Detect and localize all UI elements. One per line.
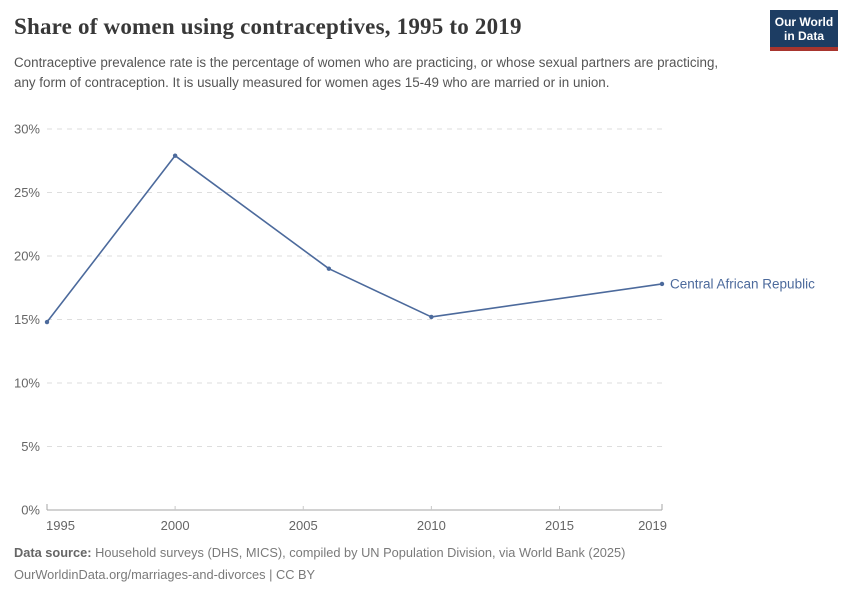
owid-logo-line1: Our World — [774, 15, 834, 29]
y-axis-tick-label: 20% — [14, 249, 40, 264]
y-axis-tick-label: 15% — [14, 312, 40, 327]
y-axis-tick-label: 5% — [21, 439, 40, 454]
y-axis-tick-label: 0% — [21, 503, 40, 518]
data-point-marker[interactable] — [326, 266, 332, 271]
series-line[interactable] — [46, 154, 663, 323]
data-source-line: Data source: Household surveys (DHS, MIC… — [14, 542, 625, 564]
y-axis-tick-label: 25% — [14, 185, 40, 200]
chart-footer: Data source: Household surveys (DHS, MIC… — [14, 542, 625, 586]
data-point-marker[interactable] — [172, 153, 178, 158]
data-source-label: Data source: — [14, 545, 92, 560]
data-point-marker[interactable] — [429, 314, 434, 320]
data-source-text: Household surveys (DHS, MICS), compiled … — [91, 545, 626, 560]
data-point-marker[interactable] — [659, 281, 665, 287]
page-title: Share of women using contraceptives, 199… — [14, 14, 522, 39]
x-axis-tick-label: 2000 — [161, 518, 190, 533]
x-axis-tick-label: 2005 — [289, 518, 318, 533]
x-axis-tick-label: 2019 — [638, 518, 667, 533]
entity-label[interactable]: Central African Republic — [670, 276, 815, 291]
y-axis-tick-label: 30% — [14, 122, 40, 137]
x-axis-tick-label: 1995 — [46, 518, 75, 533]
chart-subtitle: Contraceptive prevalence rate is the per… — [14, 55, 719, 90]
y-axis-tick-label: 10% — [14, 376, 40, 391]
x-axis-tick-label: 2015 — [545, 518, 574, 533]
license-line[interactable]: OurWorldinData.org/marriages-and-divorce… — [14, 567, 316, 582]
data-point-marker[interactable] — [44, 319, 50, 325]
owid-logo-line2: in Data — [783, 29, 824, 43]
x-axis-tick-label: 2010 — [417, 518, 446, 533]
owid-logo[interactable]: Our World in Data — [770, 10, 838, 51]
